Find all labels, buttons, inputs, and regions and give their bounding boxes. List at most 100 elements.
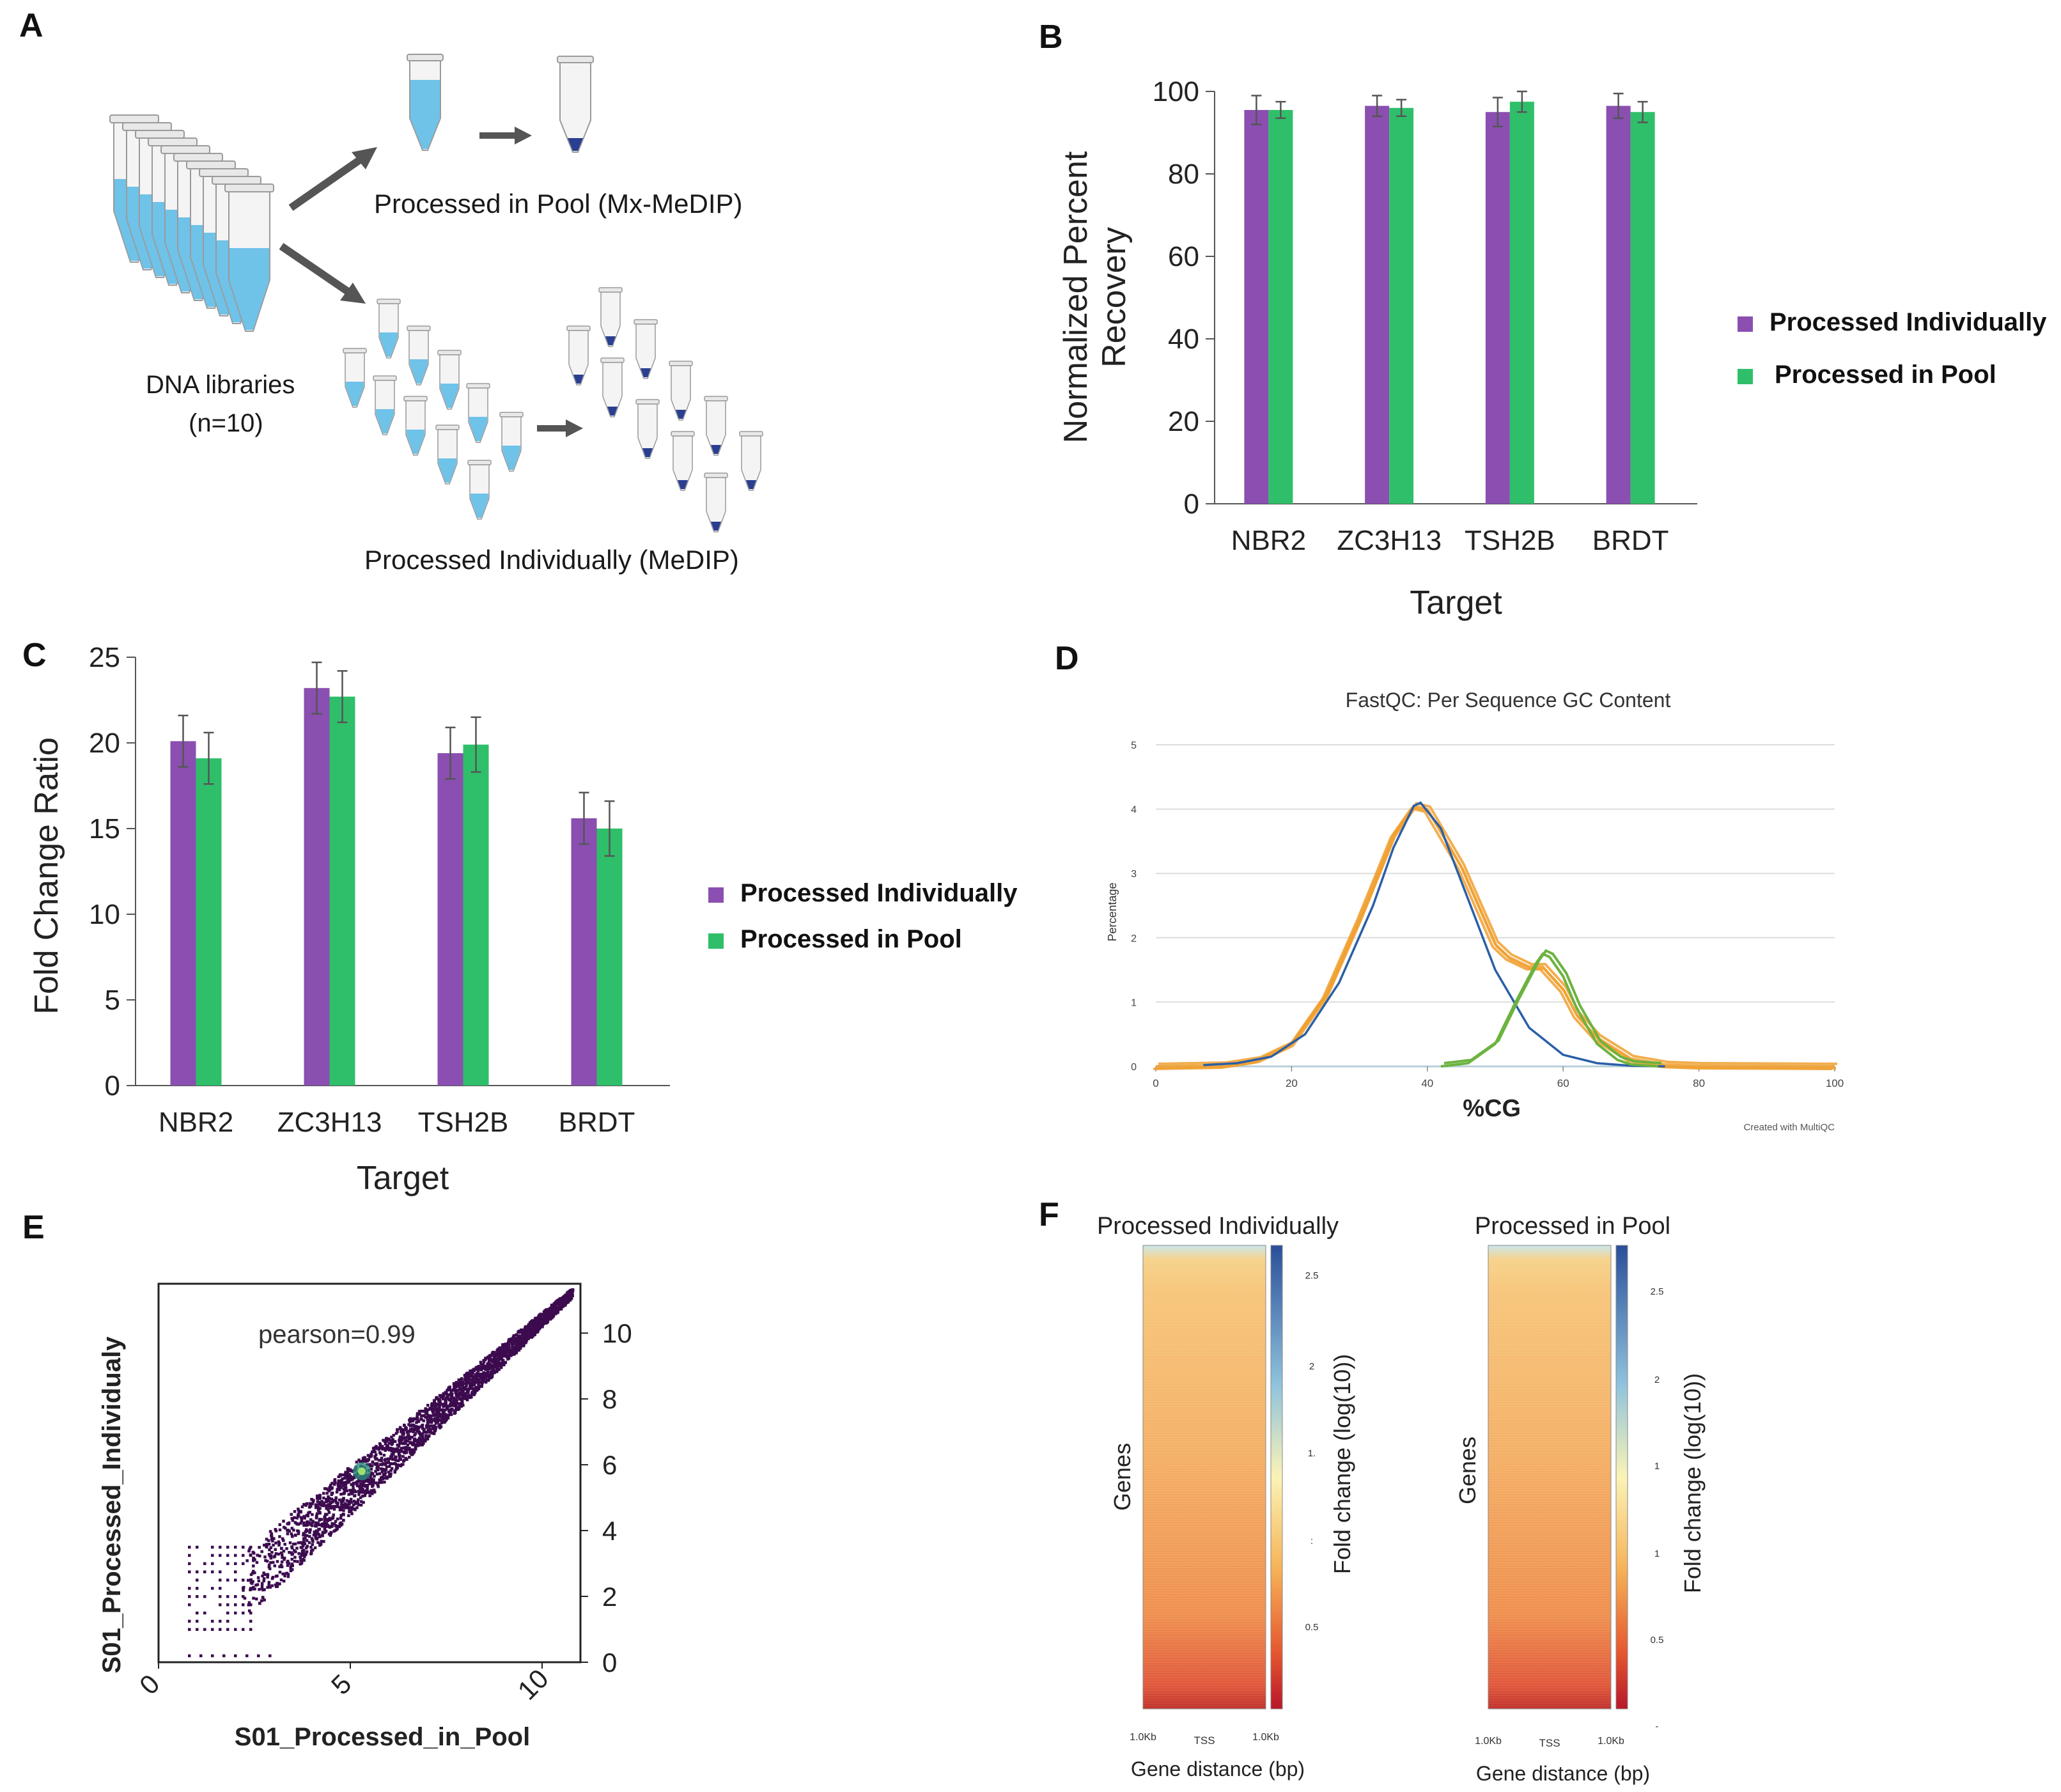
scatter-point xyxy=(328,1486,331,1490)
scatter-point xyxy=(476,1367,479,1371)
scatter-point xyxy=(400,1441,404,1445)
scatter-point xyxy=(417,1428,420,1431)
scatter-point xyxy=(408,1424,412,1428)
scatter-point xyxy=(421,1437,425,1440)
legend-label-pool: Processed in Pool xyxy=(740,925,962,953)
scatter-point xyxy=(359,1503,363,1507)
scatter-point xyxy=(331,1492,334,1495)
scatter-point xyxy=(300,1552,304,1555)
scatter-point xyxy=(506,1355,509,1359)
scatter-point xyxy=(355,1460,359,1464)
scatter-point xyxy=(252,1564,255,1568)
y-axis-title-line: Recovery xyxy=(1096,227,1133,368)
scatter-point xyxy=(563,1294,566,1298)
scatter-point xyxy=(262,1571,265,1575)
scatter-point xyxy=(267,1580,271,1584)
scatter-point xyxy=(408,1430,411,1433)
scatter-point xyxy=(438,1394,442,1398)
scatter-point xyxy=(460,1377,463,1380)
scatter-point xyxy=(478,1364,481,1368)
scatter-point xyxy=(455,1398,458,1401)
scatter-point xyxy=(369,1464,372,1468)
scatter-point xyxy=(493,1357,496,1360)
scatter-point xyxy=(533,1329,536,1333)
scatter-point xyxy=(313,1546,317,1550)
scatter-point xyxy=(203,1611,206,1615)
scatter-point xyxy=(549,1317,552,1320)
scatter-point xyxy=(402,1450,406,1454)
scatter-point xyxy=(539,1321,543,1325)
scatter-point xyxy=(211,1545,214,1549)
scatter-point xyxy=(247,1549,251,1553)
scatter-point xyxy=(280,1565,284,1569)
heatmap-title-individually: Processed Individually xyxy=(1097,1213,1339,1240)
scatter-point xyxy=(482,1371,485,1375)
scatter-point xyxy=(442,1394,446,1397)
scatter-point xyxy=(327,1503,331,1506)
scatter-point xyxy=(474,1385,478,1389)
scatter-point xyxy=(407,1433,410,1437)
scatter-point xyxy=(280,1553,284,1556)
scatter-point xyxy=(302,1532,306,1535)
scatter-point xyxy=(318,1501,321,1504)
scatter-point xyxy=(421,1425,424,1429)
scatter-point xyxy=(226,1603,229,1607)
scatter-point xyxy=(348,1502,351,1506)
scatter-point xyxy=(316,1541,320,1545)
scatter-point xyxy=(290,1553,293,1556)
scatter-point xyxy=(322,1501,325,1504)
scatter-point xyxy=(482,1359,485,1362)
scatter-point xyxy=(371,1484,374,1488)
scatter-point xyxy=(497,1362,501,1366)
scatter-point xyxy=(277,1541,281,1545)
scatter-point xyxy=(268,1554,272,1558)
scatter-point xyxy=(512,1338,515,1342)
scatter-point xyxy=(253,1571,256,1575)
scatter-point xyxy=(371,1472,375,1476)
bar-individually xyxy=(1244,110,1269,504)
scatter-point xyxy=(383,1476,387,1479)
scatter-point xyxy=(539,1316,543,1319)
scatter-point xyxy=(371,1450,374,1454)
y-tick-label: 6 xyxy=(602,1450,617,1480)
scatter-point xyxy=(318,1518,321,1522)
scatter-point xyxy=(366,1454,370,1457)
scatter-point xyxy=(331,1522,334,1525)
scatter-point xyxy=(355,1480,359,1483)
scatter-point xyxy=(530,1336,534,1339)
scatter-point xyxy=(556,1307,559,1311)
y-tick-label: 10 xyxy=(89,899,120,930)
scatter-point xyxy=(320,1500,323,1503)
scatter-point xyxy=(263,1543,266,1547)
scatter-point xyxy=(346,1470,350,1473)
scatter-point xyxy=(341,1500,345,1503)
scatter-point xyxy=(340,1508,344,1511)
scatter-point xyxy=(539,1313,542,1316)
scatter-point xyxy=(426,1437,430,1441)
scatter-point xyxy=(263,1598,266,1601)
y-tick-label: 20 xyxy=(89,728,120,759)
scatter-point xyxy=(500,1357,503,1361)
scatter-point xyxy=(234,1611,237,1615)
scatter-point xyxy=(269,1556,273,1560)
scatter-point xyxy=(418,1432,421,1435)
scatter-point xyxy=(370,1464,374,1467)
scatter-point xyxy=(196,1545,199,1549)
scatter-point xyxy=(421,1410,424,1413)
scatter-point xyxy=(406,1439,409,1443)
scatter-point xyxy=(500,1346,503,1350)
x-axis-title: %CG xyxy=(1463,1095,1521,1122)
scatter-point xyxy=(219,1603,222,1607)
y-tick-label: 1 xyxy=(1131,997,1137,1008)
scatter-point xyxy=(299,1541,302,1545)
scatter-point xyxy=(395,1465,398,1469)
scatter-point xyxy=(377,1447,380,1451)
scatter-point xyxy=(507,1341,510,1344)
scatter-point xyxy=(404,1442,407,1445)
scatter-point xyxy=(491,1371,494,1375)
scatter-point xyxy=(355,1483,359,1486)
scatter-point xyxy=(408,1440,412,1444)
scatter-point xyxy=(403,1439,407,1443)
scatter-point xyxy=(226,1595,229,1598)
scatter-point xyxy=(219,1570,222,1573)
